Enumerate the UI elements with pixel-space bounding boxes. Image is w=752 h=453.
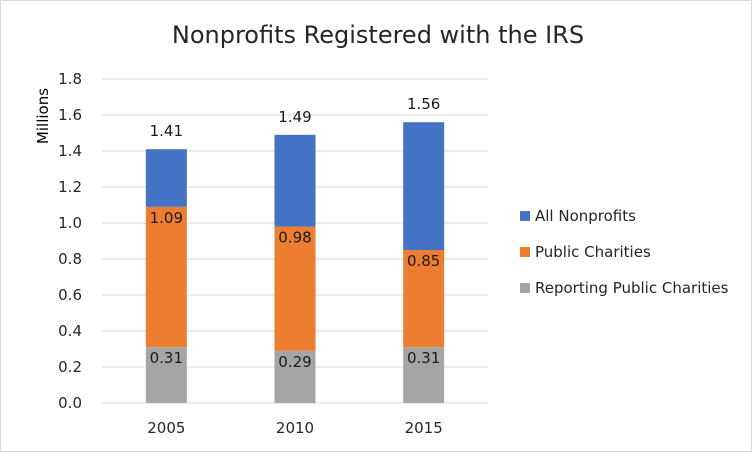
bar-segment	[274, 350, 316, 403]
y-tick-label: 0.0	[58, 394, 82, 412]
data-label: 1.41	[150, 122, 183, 140]
data-label: 0.98	[278, 229, 311, 247]
legend: All Nonprofits Public Charities Reporting …	[520, 207, 729, 297]
x-tick-label: 2005	[147, 419, 185, 437]
data-label: 1.49	[278, 108, 311, 126]
y-tick-label: 1.0	[58, 214, 82, 232]
bar-segment	[145, 347, 187, 403]
legend-label: All Nonprofits	[535, 207, 636, 225]
bar-segment	[274, 134, 316, 227]
data-label: 1.09	[150, 209, 183, 227]
legend-label: Public Charities	[535, 243, 651, 261]
y-tick-label: 1.4	[58, 142, 82, 160]
y-tick-label: 0.4	[58, 322, 82, 340]
y-tick-label: 1.8	[58, 70, 82, 88]
bar-segment	[274, 226, 316, 351]
bar-segment	[403, 122, 445, 250]
x-tick-label: 2015	[405, 419, 443, 437]
legend-swatch	[520, 247, 530, 257]
bars	[145, 122, 445, 403]
x-tick-label: 2010	[276, 419, 314, 437]
y-tick-label: 0.2	[58, 358, 82, 376]
chart-title: Nonprofits Registered with the IRS	[172, 21, 584, 49]
y-tick-label: 0.8	[58, 250, 82, 268]
y-tick-label: 1.6	[58, 106, 82, 124]
data-labels: 0.31 1.09 1.41 0.29 0.98 1.49 0.31 0.85 1.56	[150, 95, 441, 371]
data-label: 1.56	[407, 95, 440, 113]
bar-segment	[403, 347, 445, 403]
y-tick-labels: 0.0 0.2 0.4 0.6 0.8 1.0 1.2 1.4 1.6 1.8	[58, 70, 82, 412]
y-axis-label: Millions	[34, 88, 52, 144]
bar-segment	[145, 206, 187, 348]
y-tick-label: 1.2	[58, 178, 82, 196]
y-tick-label: 0.6	[58, 286, 82, 304]
data-label: 0.29	[278, 353, 311, 371]
data-label: 0.85	[407, 252, 440, 270]
bar-segment	[145, 149, 187, 207]
legend-label: Reporting Public Charities	[535, 279, 729, 297]
data-label: 0.31	[150, 349, 183, 367]
legend-swatch	[520, 211, 530, 221]
x-tick-labels: 2005 2010 2015	[147, 419, 443, 437]
legend-swatch	[520, 283, 530, 293]
data-label: 0.31	[407, 349, 440, 367]
bar-segment	[403, 250, 445, 348]
